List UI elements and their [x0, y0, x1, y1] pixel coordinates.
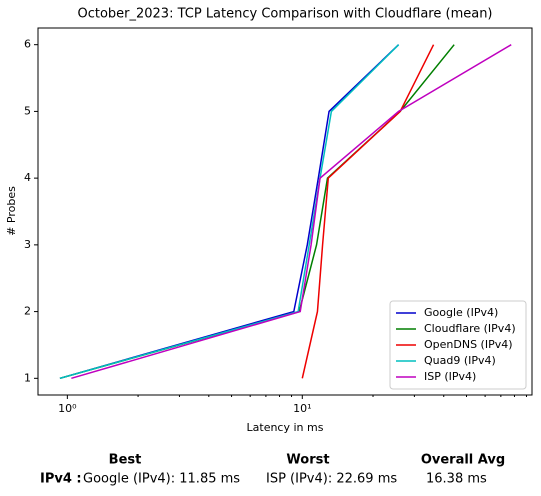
worst-header: Worst	[286, 453, 329, 468]
x-tick-label: 10¹	[293, 402, 311, 415]
legend-label: Cloudflare (IPv4)	[424, 322, 516, 335]
y-tick-label: 2	[24, 305, 31, 318]
worst-value: ISP (IPv4): 22.69 ms	[266, 472, 397, 487]
y-tick-label: 3	[24, 238, 31, 251]
avg-value: 16.38 ms	[426, 472, 487, 487]
x-axis-label: Latency in ms	[247, 421, 324, 434]
y-tick-label: 5	[24, 104, 31, 117]
legend-label: Quad9 (IPv4)	[424, 354, 496, 367]
legend-label: OpenDNS (IPv4)	[424, 338, 513, 351]
y-tick-label: 4	[24, 171, 31, 184]
legend-label: Google (IPv4)	[424, 306, 498, 319]
series-line	[301, 44, 435, 379]
avg-header: Overall Avg	[421, 453, 505, 468]
legend-box	[389, 300, 527, 390]
plot-frame	[37, 27, 533, 396]
best-header: Best	[109, 453, 142, 468]
x-tick-label: 10⁰	[58, 402, 77, 415]
series-line	[59, 44, 400, 380]
y-tick-label: 6	[24, 38, 31, 51]
row-label: IPv4 :	[40, 472, 82, 487]
y-tick-label: 1	[24, 371, 31, 384]
series-line	[71, 44, 512, 380]
y-axis-label: # Probes	[5, 186, 18, 236]
series-line	[59, 44, 400, 380]
best-value: Google (IPv4): 11.85 ms	[83, 472, 240, 487]
legend-label: ISP (IPv4)	[424, 370, 476, 383]
chart-title: October_2023: TCP Latency Comparison wit…	[77, 7, 492, 22]
